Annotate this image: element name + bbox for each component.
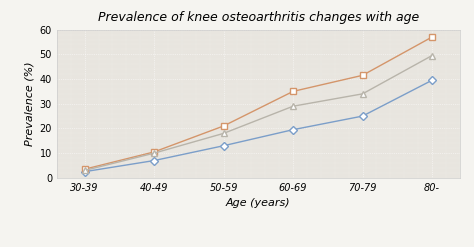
X-axis label: Age (years): Age (years)	[226, 198, 291, 208]
Total	[151, 152, 157, 155]
Men	[360, 115, 365, 118]
Total	[82, 169, 88, 172]
Title: Prevalence of knee osteoarthritis changes with age: Prevalence of knee osteoarthritis change…	[98, 11, 419, 24]
Men	[429, 79, 435, 82]
Total	[290, 105, 296, 108]
Line: Women: Women	[81, 34, 436, 173]
Women	[82, 168, 88, 171]
Women	[429, 36, 435, 39]
Women	[290, 90, 296, 93]
Women	[151, 150, 157, 153]
Total	[360, 92, 365, 95]
Men	[221, 144, 227, 147]
Line: Total: Total	[81, 52, 436, 174]
Legend: Men, Women, Total: Men, Women, Total	[156, 246, 360, 247]
Men	[82, 170, 88, 173]
Line: Men: Men	[82, 77, 435, 175]
Men	[151, 159, 157, 162]
Women	[360, 74, 365, 77]
Y-axis label: Prevalence (%): Prevalence (%)	[24, 62, 34, 146]
Total	[429, 54, 435, 57]
Women	[221, 124, 227, 127]
Men	[290, 128, 296, 131]
Total	[221, 132, 227, 135]
